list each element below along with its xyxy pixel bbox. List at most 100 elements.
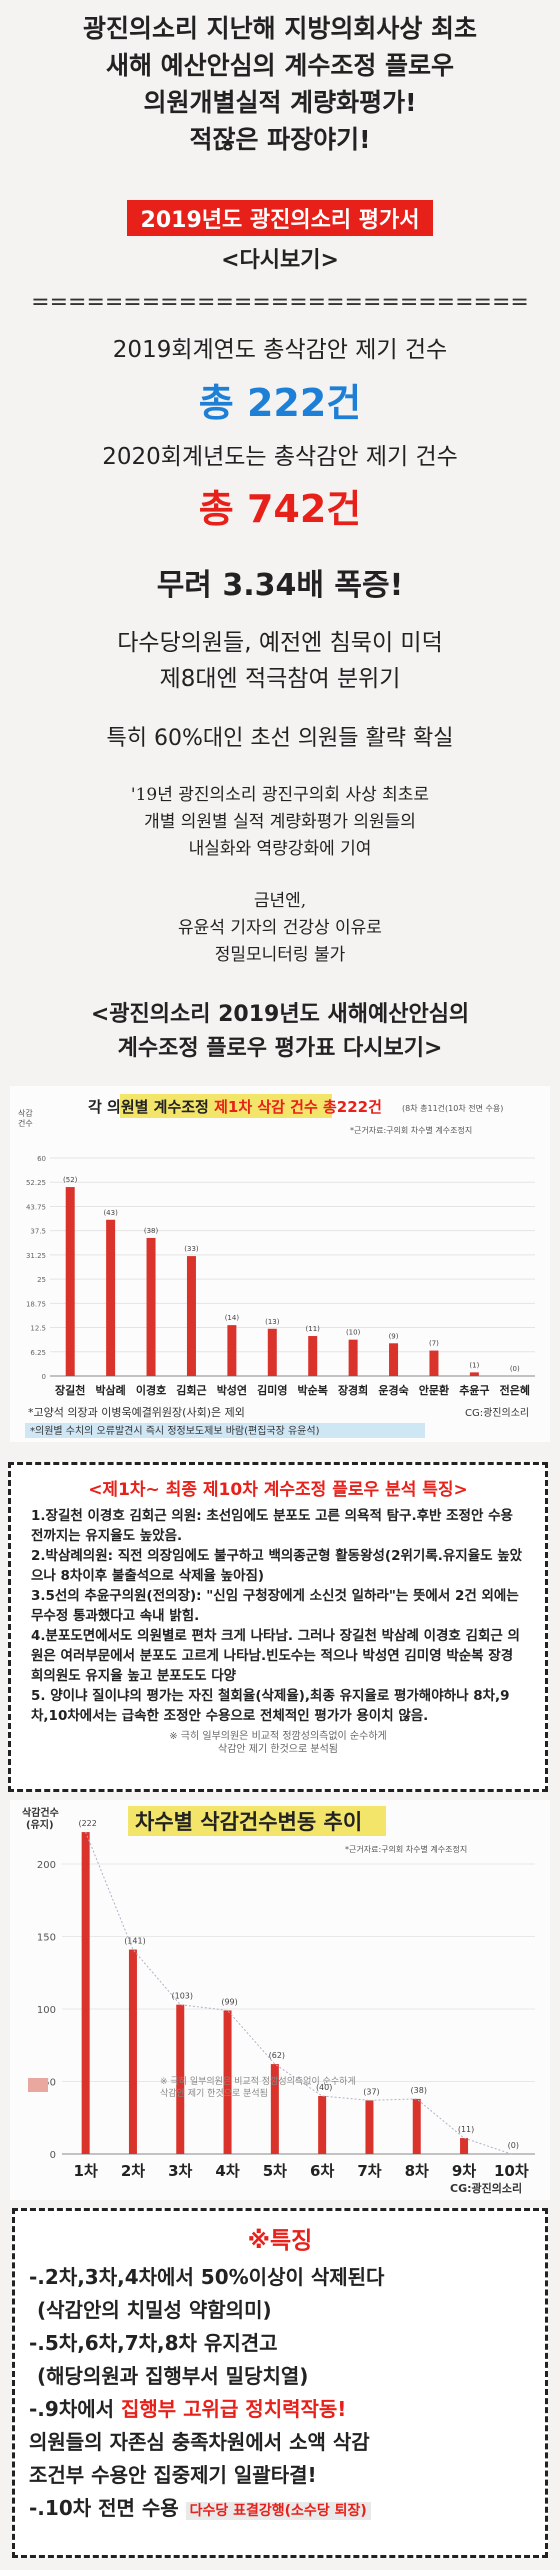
chart1-bars (65, 1187, 479, 1376)
features-box: ※특징 -.2차,3차,4차에서 50%이상이 삭제된다 (삭감안의 치밀성 약… (12, 2208, 548, 2558)
chart1-y-ticks: 60 52.25 43.75 37.5 31.25 25 18.75 12.5 6.25 0 (26, 1155, 46, 1381)
feature-line: -.5차,6차,7차,8차 유지견고 (29, 2331, 278, 2355)
chart1-value-label: (0) (510, 1365, 520, 1373)
chart1-category-label: 박성연 (217, 1383, 247, 1397)
chart2-bar (412, 2098, 421, 2154)
chart2-credit: CG:광진의소리 (450, 2181, 522, 2195)
analysis-foot-line: ※ 극히 일부의원은 비교적 정깜성의측없이 순수하게 (169, 1731, 387, 1742)
chart2-bar (270, 2064, 279, 2154)
chart1-category-label: 추윤구 (459, 1383, 489, 1397)
feature-highlight: 다수당 표결강행(소수당 퇴장) (185, 2502, 371, 2520)
chart2-ylabel: 삭감건수 (22, 1806, 59, 1819)
chart1-value-label: (7) (429, 1340, 439, 1348)
analysis-list: 1.장길천 이경호 김회근 의원: 초선임에도 분포도 고른 의욕적 탐구.후반… (31, 1506, 525, 1726)
chart1-y-tick: 52.25 (26, 1179, 46, 1187)
chart1-gridlines (50, 1157, 535, 1377)
chart2-value-label: (11) (458, 2125, 474, 2134)
chart2-y-tick: 0 (50, 2150, 56, 2161)
chart1-category-label: 안문환 (419, 1383, 449, 1397)
analysis-foot-line: 삭감안 제기 한것으로 분석됨 (218, 1744, 338, 1755)
chart1-bar (389, 1343, 399, 1376)
chart2-bar (176, 2004, 185, 2154)
chart1-credit: CG:광진의소리 (465, 1407, 529, 1419)
serif-block-2: 금년엔, 유윤석 기자의 건강상 이유로 정밀모니터링 불가 (0, 888, 560, 969)
feature-line: -.2차,3차,4차에서 50%이상이 삭제된다 (29, 2265, 385, 2289)
headline: 광진의소리 지난해 지방의회사상 최초 새해 예산안심의 계수조정 플로우 의원… (0, 10, 560, 158)
feature-prefix: -.9차에서 (29, 2397, 121, 2421)
chart1-category-label: 김회근 (176, 1383, 206, 1397)
chart2-value-label: (40) (316, 2083, 332, 2092)
chart2-category-label: 1차 (74, 2162, 98, 2180)
chart2-category-label: 2차 (121, 2162, 145, 2180)
chart1-value-label: (33) (184, 1245, 199, 1253)
feature-line: 조건부 수용안 집중제기 일괄타결! (29, 2463, 317, 2487)
chart2-bars (81, 1832, 469, 2154)
analysis-foot: ※ 극히 일부의원은 비교적 정깜성의측없이 순수하게 삭감안 제기 한것으로 … (31, 1730, 525, 1756)
notes: 다수당의원들, 예전엔 침묵이 미덕 제8대엔 적극참여 분위기 (0, 625, 560, 697)
chart2-value-label: (222 (78, 1819, 96, 1828)
chart2-category-label: 9차 (452, 2162, 476, 2180)
serif-line: '19년 광진의소리 광진구의회 사상 최초로 (130, 785, 430, 805)
chart2-title-highlight (128, 1806, 386, 1836)
chart2-note-swatch (28, 2078, 48, 2092)
chart1-svg: 각 의원별 계수조정 제1차 삭감 건수 총222건 (8차 총11건(10차 … (10, 1086, 550, 1442)
note-line: 다수당의원들, 예전엔 침묵이 미덕 (117, 630, 443, 656)
chart2-y-tick: 100 (37, 2005, 56, 2016)
chart1-category-labels: 장길천 박삼례 이경호 김회근 박성연 김미영 박순복 장경희 운경숙 안문환 추윤구 전은혜 (55, 1383, 530, 1397)
chart1-card: 각 의원별 계수조정 제1차 삭감 건수 총222건 (8차 총11건(10차 … (10, 1086, 550, 1442)
chart1-bar (106, 1219, 116, 1376)
chart2-category-label: 10차 (494, 2162, 529, 2180)
chart2-value-labels: (222 (141) (103) (99) (62) (40) (37) (38) (11) (0… (78, 1819, 519, 2150)
chart1-y-tick: 31.25 (26, 1252, 46, 1260)
chart1-value-label: (1) (469, 1361, 479, 1369)
chart1-bg (10, 1086, 550, 1442)
headline-line: 의원개별실적 계량화평가! (143, 88, 417, 117)
chart1-value-label: (10) (346, 1329, 361, 1337)
chart1-source: *근거자료:구의회 차수별 계수조정지 (350, 1125, 472, 1135)
feature-prefix: -.10차 전면 수용 (29, 2496, 186, 2520)
stat-2019-label: 2019회계연도 총삭감안 제기 건수 (112, 337, 448, 363)
headline-line: 새해 예산안심의 계수조정 플로우 (105, 51, 455, 80)
chart1-bar (227, 1325, 237, 1376)
chart1-value-label: (43) (103, 1209, 118, 1217)
chart2-category-label: 8차 (405, 2162, 429, 2180)
chart1-category-label: 운경숙 (378, 1383, 408, 1397)
chart1-category-label: 이경호 (136, 1383, 166, 1397)
feature-line: -.10차 전면 수용 다수당 표결강행(소수당 퇴장) (29, 2492, 531, 2528)
serif-line: 유윤석 기자의 건강상 이유로 (178, 918, 382, 938)
chart1-value-label: (38) (144, 1227, 159, 1235)
chart2-value-label: (99) (221, 1997, 237, 2006)
review-title-line: 계수조정 플로우 평가표 다시보기> (117, 1036, 443, 1061)
chart2-ylabel: (유지) (26, 1818, 54, 1831)
feature-highlight: 집행부 고위급 정치력작동! (120, 2397, 347, 2421)
chart2-bar (460, 2138, 469, 2154)
separator: =========================== (31, 290, 529, 315)
feature-line: 의원들의 자존심 충족차원에서 소액 삭감 (29, 2430, 370, 2454)
features-title: ※특징 (247, 2228, 313, 2254)
serif-block: '19년 광진의소리 광진구의회 사상 최초로 개별 의원별 실적 계량화평가 … (0, 782, 560, 863)
chart1-value-label: (14) (225, 1314, 240, 1322)
serif-line: 금년엔, (253, 891, 307, 911)
analysis-item: 1.장길천 이경호 김회근 의원: 초선임에도 분포도 고른 의욕적 탐구.후반… (31, 1508, 513, 1544)
chart2-note: 삭감안 제기 한것으로 분석됨 (160, 2087, 268, 2099)
chart1-ylabel: 삭감 (18, 1108, 33, 1118)
chart1-bar (348, 1339, 358, 1376)
chart2-value-label: (141) (124, 1937, 146, 1946)
chart2-y-tick: 200 (37, 1860, 56, 1871)
review-label: <다시보기> (221, 248, 339, 273)
chart2-category-label: 5차 (263, 2162, 287, 2180)
chart1-title: 각 의원별 계수조정 제1차 삭감 건수 총222건 (88, 1098, 382, 1116)
surge-text: 무려 3.34배 폭증! (156, 568, 404, 603)
chart1-title-pre: 각 의원별 계수조정 (88, 1098, 214, 1116)
evaluation-badge: 2019년도 광진의소리 평가서 (126, 200, 434, 236)
chart2-value-label: (103) (171, 1992, 193, 2001)
chart1-y-tick: 60 (37, 1155, 46, 1163)
chart1-bar (186, 1256, 196, 1376)
chart2-bar (365, 2100, 374, 2154)
chart2-value-label: (62) (269, 2051, 285, 2060)
chart1-category-label: 김미영 (257, 1383, 287, 1397)
chart1-title-note: (8차 총11건(10차 전면 수용) (402, 1103, 503, 1113)
chart2-card: 차수별 삭감건수변동 추이 *근거자료:구의회 차수별 계수조정지 삭감건수 (… (10, 1800, 550, 2200)
chart2-bar (81, 1832, 90, 2154)
chart1-value-label: (52) (63, 1176, 78, 1184)
